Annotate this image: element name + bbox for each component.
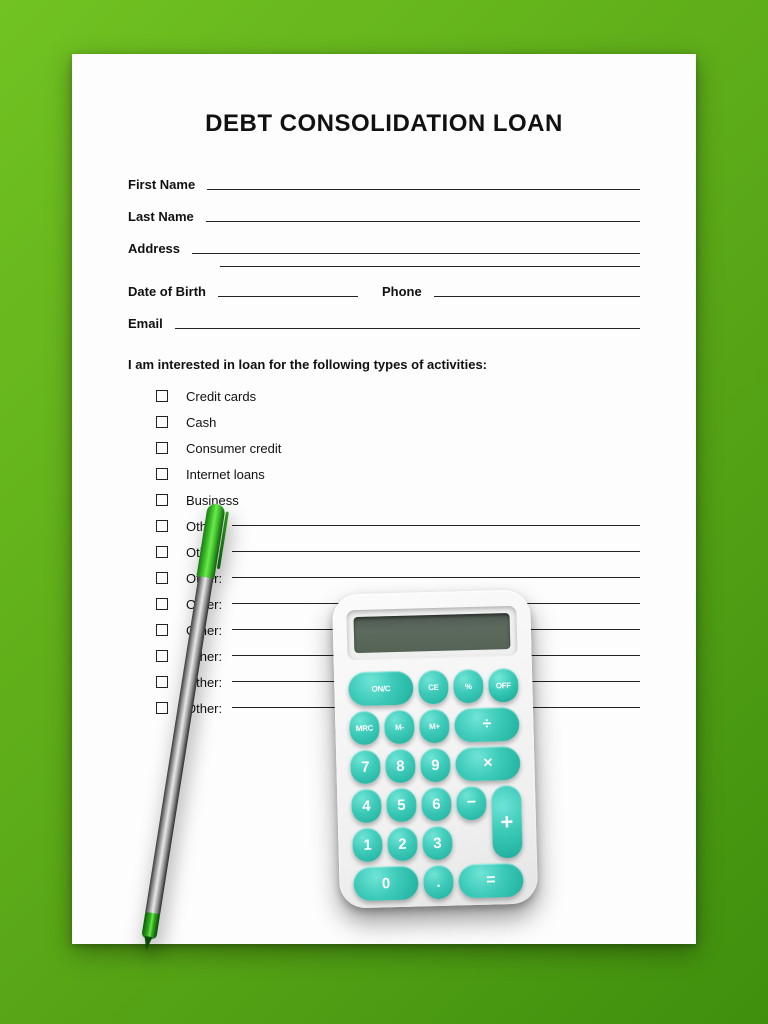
line-address-2[interactable]	[220, 266, 640, 267]
field-address: Address	[128, 234, 640, 256]
key-multiply[interactable]: ×	[455, 746, 521, 782]
key-9[interactable]: 9	[420, 748, 451, 783]
checkbox-11[interactable]	[156, 676, 168, 688]
pen-tip	[142, 936, 152, 951]
checkbox-12[interactable]	[156, 702, 168, 714]
line-first-name[interactable]	[207, 189, 640, 190]
key-mrc[interactable]: MRC	[349, 710, 380, 745]
check-fill-line-5[interactable]	[232, 525, 640, 526]
calculator-screen	[354, 613, 511, 653]
key-plus[interactable]: +	[491, 785, 523, 859]
key-4[interactable]: 4	[351, 788, 382, 823]
checkbox-8[interactable]	[156, 598, 168, 610]
check-fill-line-7[interactable]	[232, 577, 640, 578]
check-row-0: Credit cards	[128, 386, 640, 406]
field-last-name: Last Name	[128, 202, 640, 224]
check-row-3: Internet loans	[128, 464, 640, 484]
field-email: Email	[128, 309, 640, 331]
key-3[interactable]: 3	[422, 826, 453, 861]
checkbox-0[interactable]	[156, 390, 168, 402]
checklist-intro: I am interested in loan for the followin…	[128, 357, 640, 372]
line-last-name[interactable]	[206, 221, 640, 222]
label-phone: Phone	[358, 284, 434, 299]
check-row-1: Cash	[128, 412, 640, 432]
label-first-name: First Name	[128, 177, 207, 192]
check-row-4: Business	[128, 490, 640, 510]
label-last-name: Last Name	[128, 209, 206, 224]
checkbox-3[interactable]	[156, 468, 168, 480]
key-ce[interactable]: CE	[418, 670, 449, 705]
key-divide[interactable]: ÷	[454, 707, 520, 743]
calculator-screen-frame	[346, 606, 517, 660]
checkbox-9[interactable]	[156, 624, 168, 636]
key-equals[interactable]: =	[458, 863, 524, 899]
line-email[interactable]	[175, 328, 640, 329]
checkbox-5[interactable]	[156, 520, 168, 532]
checkbox-7[interactable]	[156, 572, 168, 584]
key-1[interactable]: 1	[352, 827, 383, 862]
key-dot[interactable]: .	[423, 865, 454, 900]
check-label-0: Credit cards	[186, 389, 266, 404]
field-first-name: First Name	[128, 170, 640, 192]
calculator-keypad: ON/C CE % OFF MRC M- M+ ÷ 7 8 9 × 4 5 6 …	[348, 668, 524, 901]
checkbox-2[interactable]	[156, 442, 168, 454]
key-8[interactable]: 8	[385, 749, 416, 784]
checkbox-1[interactable]	[156, 416, 168, 428]
key-6[interactable]: 6	[421, 787, 452, 822]
key-7[interactable]: 7	[350, 749, 381, 784]
check-fill-line-6[interactable]	[232, 551, 640, 552]
check-label-3: Internet loans	[186, 467, 275, 482]
check-label-2: Consumer credit	[186, 441, 291, 456]
line-dob[interactable]	[218, 296, 358, 297]
label-dob: Date of Birth	[128, 284, 218, 299]
field-dob-phone: Date of Birth Phone	[128, 277, 640, 299]
pocket-calculator: ON/C CE % OFF MRC M- M+ ÷ 7 8 9 × 4 5 6 …	[332, 589, 538, 908]
key-m-minus[interactable]: M-	[384, 710, 415, 745]
check-label-1: Cash	[186, 415, 226, 430]
checkbox-4[interactable]	[156, 494, 168, 506]
label-address: Address	[128, 241, 192, 256]
felt-surface: DEBT CONSOLIDATION LOAN First Name Last …	[0, 0, 768, 1024]
form-title: DEBT CONSOLIDATION LOAN	[128, 110, 640, 138]
key-2[interactable]: 2	[387, 826, 418, 861]
key-5[interactable]: 5	[386, 788, 417, 823]
line-phone[interactable]	[434, 296, 640, 297]
line-address-1[interactable]	[192, 253, 640, 254]
checkbox-6[interactable]	[156, 546, 168, 558]
key-subtract[interactable]: −	[456, 786, 487, 821]
key-0[interactable]: 0	[353, 865, 419, 901]
check-row-2: Consumer credit	[128, 438, 640, 458]
checkbox-10[interactable]	[156, 650, 168, 662]
key-m-plus[interactable]: M+	[419, 709, 450, 744]
key-off[interactable]: OFF	[488, 668, 519, 703]
key-percent[interactable]: %	[453, 669, 484, 704]
key-on-clear[interactable]: ON/C	[348, 671, 414, 707]
label-email: Email	[128, 316, 175, 331]
